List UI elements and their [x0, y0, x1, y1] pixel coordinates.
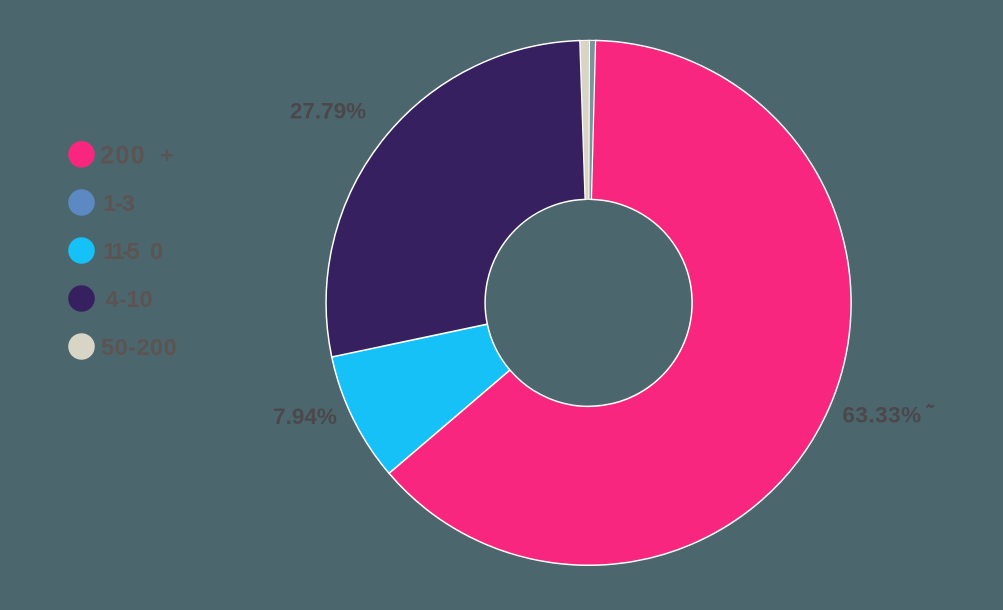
svg-text:200: 200: [100, 142, 146, 170]
svg-text:27.79%: 27.79%: [290, 99, 366, 124]
svg-text:+: +: [160, 142, 174, 168]
svg-text:4-10: 4-10: [106, 286, 153, 312]
svg-text:0: 0: [150, 238, 163, 264]
svg-text:63.33%: 63.33%: [842, 403, 921, 428]
svg-text:7.94%: 7.94%: [273, 404, 337, 429]
svg-text:11-5: 11-5: [103, 238, 140, 264]
svg-text:50-200: 50-200: [101, 334, 177, 360]
svg-text:1-3: 1-3: [103, 190, 135, 216]
